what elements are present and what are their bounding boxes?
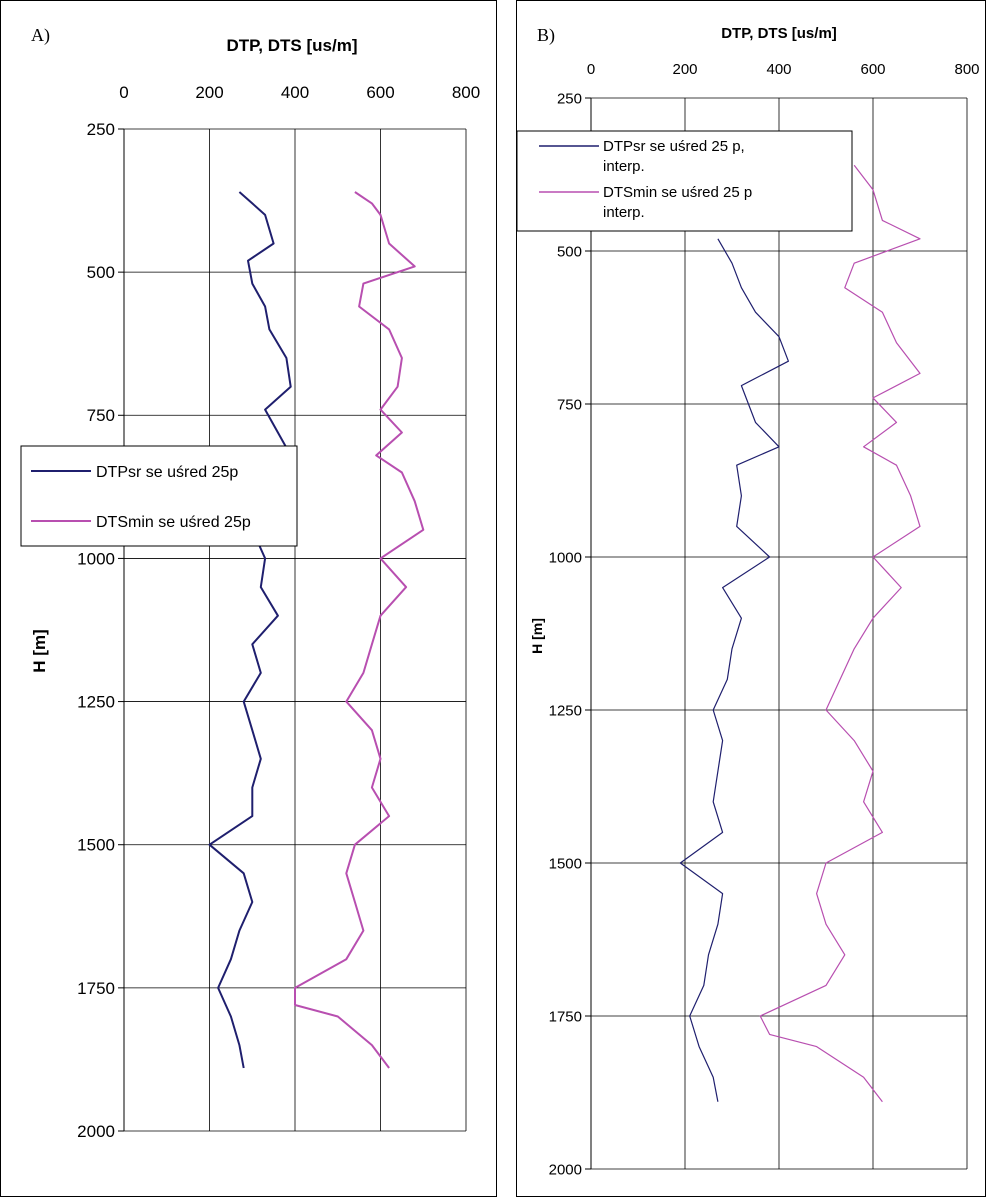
chart-b-y-tick-label-4: 1250 xyxy=(549,702,582,719)
chart-a-x-tick-label-4: 800 xyxy=(452,83,480,102)
legend-label-dts-b-line2: interp. xyxy=(603,204,645,221)
chart-b-x-tick-label-2: 400 xyxy=(766,61,791,78)
chart-a-legend: DTPsr se uśred 25p DTSmin se uśred 25p xyxy=(20,445,298,547)
chart-b-plot: B) DTP, DTS [us/m] H [m] 0 200 400 600 800 25… xyxy=(517,25,980,1178)
legend-label-dts-b-line1: DTSmin se uśred 25 p xyxy=(603,184,752,201)
chart-b-title: DTP, DTS [us/m] xyxy=(721,25,837,42)
chart-a-y-tick-label-4: 1250 xyxy=(77,693,115,712)
chart-a-y-tick-label-0: 250 xyxy=(87,120,115,139)
chart-b-y-tick-label-7: 2000 xyxy=(549,1161,582,1178)
chart-b-legend: DTPsr se uśred 25 p, interp. DTSmin se u… xyxy=(517,130,853,232)
chart-a-y-tick-label-1: 500 xyxy=(87,263,115,282)
chart-b-y-tick-label-2: 750 xyxy=(557,396,582,413)
chart-a-x-tick-label-3: 600 xyxy=(366,83,394,102)
chart-b-legend-box xyxy=(517,130,853,232)
panel-b-letter: B) xyxy=(537,25,555,46)
chart-a-series-dtp-line xyxy=(208,191,292,1069)
chart-a-y-tick-label-5: 1500 xyxy=(77,836,115,855)
chart-panel-b: B) DTP, DTS [us/m] H [m] 0 200 400 600 800 25… xyxy=(516,0,986,1197)
chart-a-y-tick-label-2: 750 xyxy=(87,406,115,425)
chart-b-y-tick-label-1: 500 xyxy=(557,243,582,260)
chart-a-x-tick-label-1: 200 xyxy=(195,83,223,102)
chart-panel-a: A) DTP, DTS [us/m] H [m] 0 200 400 600 800 25… xyxy=(0,0,497,1197)
chart-a-x-tick-label-2: 400 xyxy=(281,83,309,102)
chart-b-x-tick-label-1: 200 xyxy=(672,61,697,78)
legend-label-dtp-b-line2: interp. xyxy=(603,158,645,175)
chart-b-x-tick-label-3: 600 xyxy=(860,61,885,78)
chart-a-y-tick-label-3: 1000 xyxy=(77,549,115,568)
chart-a-y-tick-label-6: 1750 xyxy=(77,979,115,998)
chart-b-y-tick-label-5: 1500 xyxy=(549,855,582,872)
chart-a-legend-box xyxy=(20,445,298,547)
chart-a-title: DTP, DTS [us/m] xyxy=(227,36,358,55)
legend-label-dts-a: DTSmin se uśred 25p xyxy=(96,514,251,531)
chart-b-y-tick-label-6: 1750 xyxy=(549,1008,582,1025)
chart-a-series-dts-line xyxy=(294,191,425,1069)
panel-a-letter: A) xyxy=(31,25,50,46)
chart-b-series-dts-line xyxy=(759,164,921,1103)
chart-b-x-tick-label-4: 800 xyxy=(954,61,979,78)
chart-a-y-tick-label-7: 2000 xyxy=(77,1122,115,1141)
chart-b-x-tick-label-0: 0 xyxy=(587,61,595,78)
chart-b-ylabel: H [m] xyxy=(529,618,545,654)
chart-b-series-dtp-line xyxy=(679,238,789,1102)
chart-b-y-tick-label-3: 1000 xyxy=(549,549,582,566)
chart-b-y-tick-label-0: 250 xyxy=(557,90,582,107)
chart-a-ylabel: H [m] xyxy=(30,629,49,672)
legend-label-dtp-a: DTPsr se uśred 25p xyxy=(96,464,238,481)
legend-label-dtp-b-line1: DTPsr se uśred 25 p, xyxy=(603,138,745,155)
chart-a-plot: A) DTP, DTS [us/m] H [m] 0 200 400 600 800 25… xyxy=(20,25,480,1141)
chart-a-x-tick-label-0: 0 xyxy=(119,83,128,102)
